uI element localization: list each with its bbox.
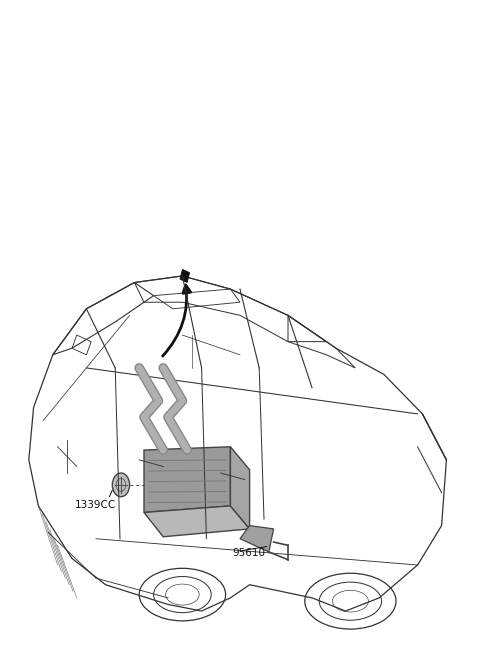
- FancyArrowPatch shape: [163, 285, 191, 356]
- Text: 95610: 95610: [233, 548, 266, 558]
- Polygon shape: [144, 506, 250, 537]
- Polygon shape: [144, 447, 230, 512]
- Polygon shape: [240, 526, 274, 552]
- Circle shape: [112, 473, 130, 497]
- Polygon shape: [230, 447, 250, 529]
- Polygon shape: [180, 269, 190, 283]
- Text: 1339CC: 1339CC: [74, 499, 116, 510]
